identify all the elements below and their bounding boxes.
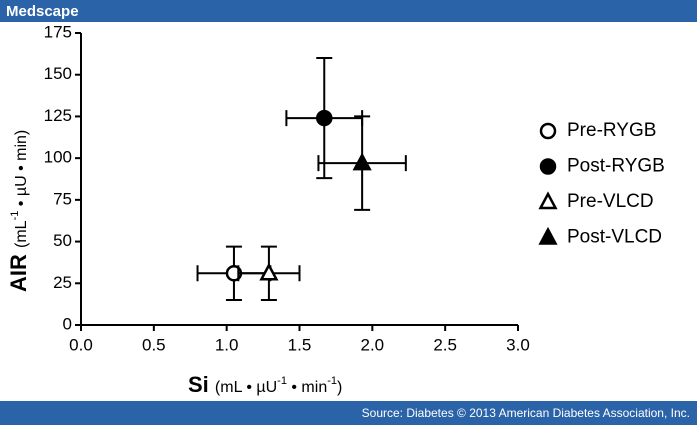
legend-entry: Pre-RYGB xyxy=(539,120,656,141)
ylabel-label-unit: (mL xyxy=(13,220,30,248)
x-tick-label: 1.5 xyxy=(288,335,312,354)
xlabel-label-sup: -1 xyxy=(327,375,337,387)
ylabel-label-sup: -1 xyxy=(9,211,21,221)
y-tick-label: 25 xyxy=(53,273,72,292)
x-tick-label: 0.0 xyxy=(69,335,93,354)
ylabel-label: AIR (mL-1 • µU • min) xyxy=(6,130,31,292)
legend-marker xyxy=(539,122,557,140)
legend-label: Pre-RYGB xyxy=(567,120,656,141)
y-tick-label: 175 xyxy=(44,22,72,41)
xlabel-label-unit: (mL • µU xyxy=(215,379,277,396)
y-tick-label: 150 xyxy=(44,64,72,83)
point xyxy=(259,262,279,281)
x-tick-label: 2.0 xyxy=(361,335,385,354)
y-tick-label: 125 xyxy=(44,106,72,125)
header-logo: Medscape xyxy=(6,3,79,20)
y-label-group: AIR (mL-1 • µU • min) xyxy=(6,130,31,292)
x-tick-label: 1.0 xyxy=(215,335,239,354)
footer-bar xyxy=(0,401,697,425)
y-tick-label: 0 xyxy=(63,314,72,333)
xlabel-label-main: Si xyxy=(188,372,209,397)
y-tick-label: 75 xyxy=(53,189,72,208)
xlabel-label-sup: -1 xyxy=(277,375,287,387)
legend-entry: Post-RYGB xyxy=(539,156,665,177)
legend-marker xyxy=(538,226,558,245)
legend-label: Post-VLCD xyxy=(567,227,662,248)
x-tick-label: 0.5 xyxy=(142,335,166,354)
legend-marker xyxy=(538,191,558,210)
legend-marker xyxy=(539,158,557,175)
xlabel-label: Si (mL • µU-1 • min-1) xyxy=(188,372,342,397)
legend-label: Pre-VLCD xyxy=(567,191,654,212)
x-tick-label: 3.0 xyxy=(506,335,530,354)
ylabel-label-main: AIR xyxy=(6,254,31,292)
ylabel-label-unit: • µU • min) xyxy=(13,130,30,211)
source: Source: Diabetes © 2013 American Diabete… xyxy=(362,406,690,420)
legend-label: Post-RYGB xyxy=(567,156,665,177)
legend-entry: Post-VLCD xyxy=(538,226,662,248)
x-tick-label: 2.5 xyxy=(433,335,457,354)
header-bar xyxy=(0,0,697,22)
point xyxy=(316,109,333,127)
legend-entry: Pre-VLCD xyxy=(538,191,654,212)
point xyxy=(352,152,372,171)
y-tick-label: 100 xyxy=(44,148,72,167)
xlabel-label-unit: ) xyxy=(337,379,342,396)
xlabel-label-unit: • min xyxy=(287,379,327,396)
y-tick-label: 50 xyxy=(53,231,72,250)
